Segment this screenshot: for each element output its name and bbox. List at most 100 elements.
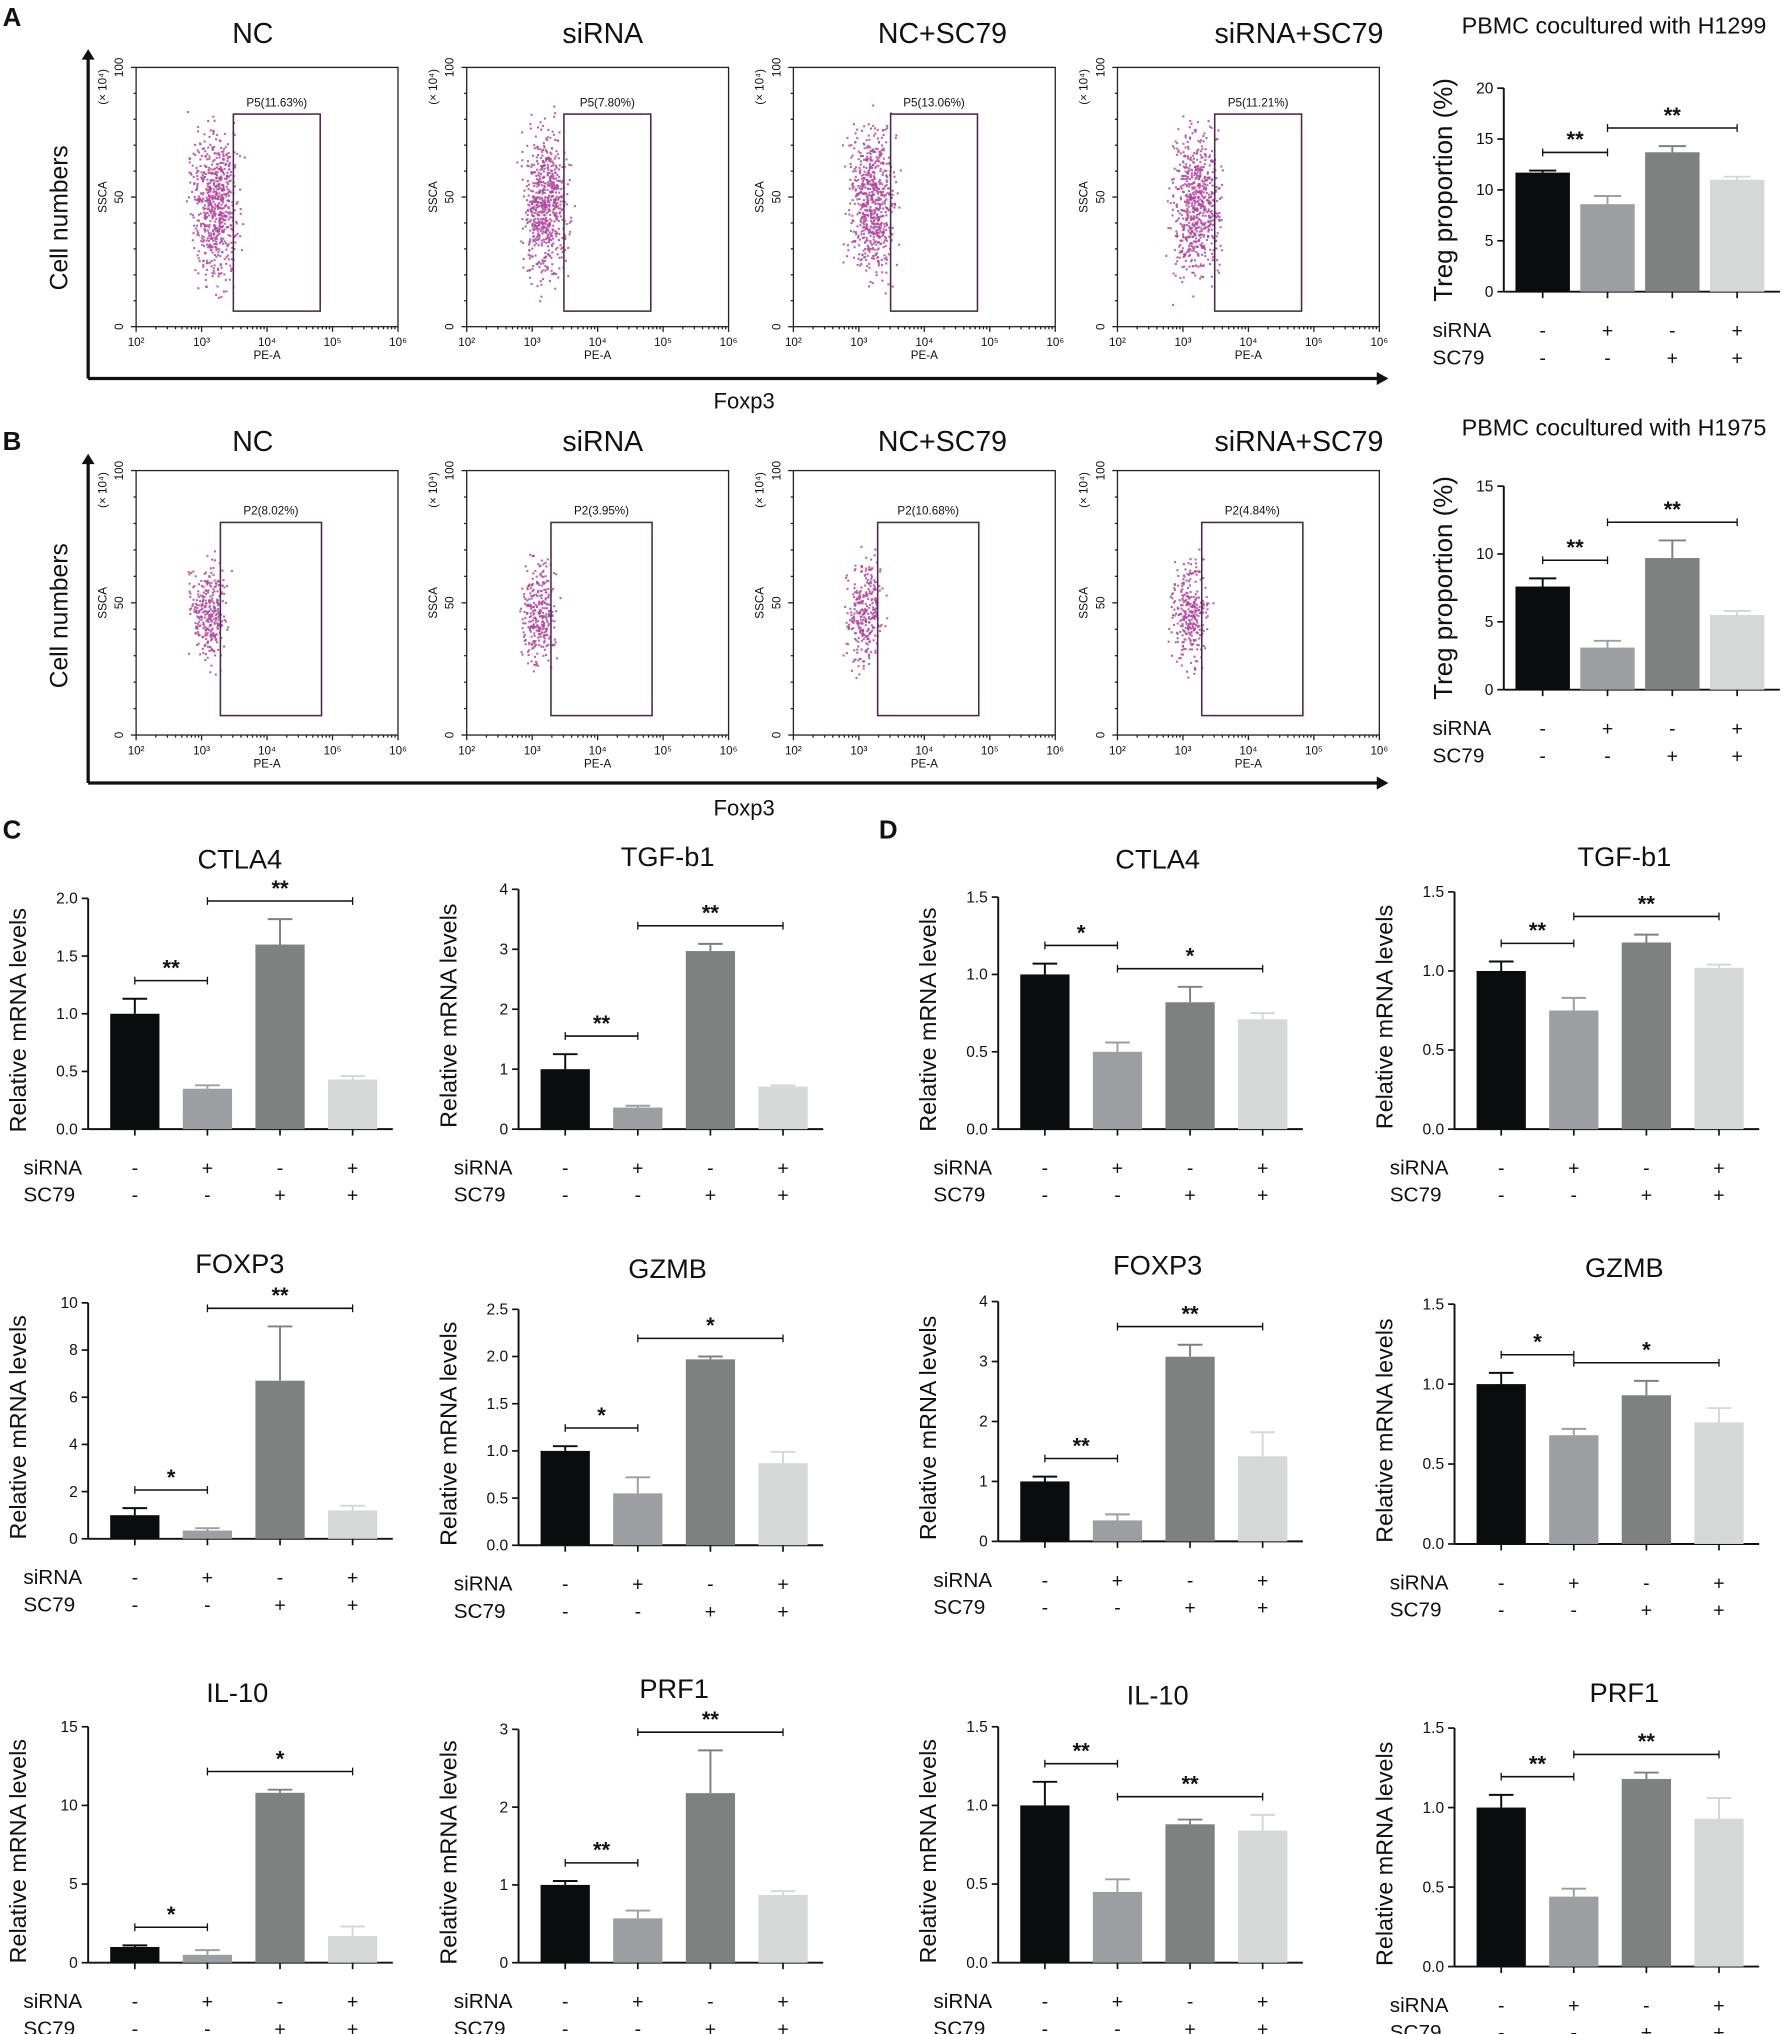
event-dot: [211, 210, 214, 213]
event-dot: [860, 622, 863, 625]
event-dot: [854, 564, 857, 567]
event-dot: [229, 179, 232, 182]
event-dot: [857, 636, 860, 639]
event-dot: [862, 183, 865, 186]
event-dot: [533, 235, 536, 238]
condition-label: siRNA: [23, 1157, 82, 1180]
event-dot: [552, 237, 555, 240]
condition-sign: +: [1257, 1570, 1268, 1592]
y-tick-label: 0: [500, 1121, 509, 1138]
event-dot: [1187, 185, 1190, 188]
condition-sign: -: [1498, 1995, 1504, 2017]
event-dot: [536, 205, 539, 208]
event-dot: [1206, 225, 1209, 228]
event-dot: [1202, 604, 1205, 607]
event-dot: [548, 204, 551, 207]
event-dot: [872, 606, 875, 609]
event-dot: [868, 566, 871, 569]
event-dot: [551, 587, 555, 590]
event-dot: [204, 599, 207, 602]
event-dot: [848, 213, 851, 216]
condition-sign: -: [1643, 1572, 1649, 1594]
event-dot: [1195, 566, 1198, 569]
event-dot: [880, 221, 883, 224]
event-dot: [560, 195, 563, 198]
event-dot: [208, 188, 211, 191]
event-dot: [1194, 241, 1197, 244]
condition-label: SC79: [23, 2017, 75, 2034]
event-dot: [551, 190, 554, 193]
event-dot: [560, 209, 563, 212]
event-dot: [879, 229, 882, 232]
event-dot: [224, 620, 227, 623]
event-dot: [528, 626, 531, 629]
y-axis-label: Relative mRNA levels: [915, 1739, 941, 1963]
significance-label: *: [167, 1465, 176, 1490]
event-dot: [200, 237, 204, 240]
event-dot: [568, 179, 571, 182]
event-dot: [219, 206, 222, 209]
y-axis-label: Relative mRNA levels: [435, 1740, 461, 1964]
event-dot: [867, 134, 870, 137]
cell-numbers-label: Cell numbers: [46, 543, 73, 688]
event-dot: [211, 246, 214, 249]
event-dot: [203, 213, 207, 216]
event-dot: [208, 196, 211, 200]
event-dot: [198, 610, 201, 613]
event-dot: [229, 191, 232, 194]
event-dot: [218, 183, 221, 186]
event-dot: [1193, 240, 1196, 243]
event-dot: [870, 184, 874, 187]
event-dot: [523, 602, 526, 605]
event-dot: [200, 616, 204, 619]
event-dot: [212, 200, 215, 203]
event-dot: [868, 210, 871, 213]
event-dot: [536, 168, 539, 171]
event-dot: [209, 608, 212, 611]
event-dot: [869, 239, 872, 243]
event-dot: [209, 595, 212, 598]
event-dot: [210, 236, 213, 239]
event-dot: [220, 167, 223, 170]
event-dot: [1189, 605, 1192, 608]
event-dot: [549, 160, 552, 163]
event-dot: [862, 638, 865, 641]
event-dot: [227, 218, 230, 221]
event-dot: [196, 175, 199, 178]
event-dot: [208, 629, 211, 632]
event-dot: [217, 180, 220, 183]
event-dot: [530, 172, 533, 175]
event-dot: [895, 134, 898, 137]
event-dot: [1202, 227, 1205, 230]
bar: [1165, 1824, 1215, 1963]
event-dot: [877, 231, 881, 234]
event-dot: [214, 243, 217, 246]
event-dot: [863, 611, 866, 614]
event-dot: [198, 617, 201, 620]
event-dot: [197, 272, 200, 275]
event-dot: [230, 241, 233, 244]
event-dot: [215, 582, 218, 585]
event-dot: [234, 166, 237, 169]
event-dot: [533, 212, 536, 215]
event-dot: [869, 580, 872, 583]
event-dot: [891, 193, 894, 196]
event-dot: [851, 154, 854, 157]
event-dot: [873, 183, 876, 186]
event-dot: [203, 625, 206, 628]
event-dot: [555, 610, 558, 613]
event-dot: [1173, 167, 1176, 170]
event-dot: [867, 157, 870, 160]
event-dot: [880, 191, 883, 194]
event-dot: [530, 171, 533, 174]
y-tick-label: 0.0: [1423, 1536, 1445, 1553]
event-dot: [867, 587, 870, 591]
event-dot: [1200, 229, 1203, 232]
event-dot: [1192, 157, 1196, 160]
event-dot: [1190, 159, 1193, 162]
event-dot: [870, 198, 873, 201]
event-dot: [1196, 660, 1199, 663]
event-dot: [213, 559, 216, 562]
event-dot: [1193, 259, 1197, 262]
event-dot: [858, 626, 861, 629]
